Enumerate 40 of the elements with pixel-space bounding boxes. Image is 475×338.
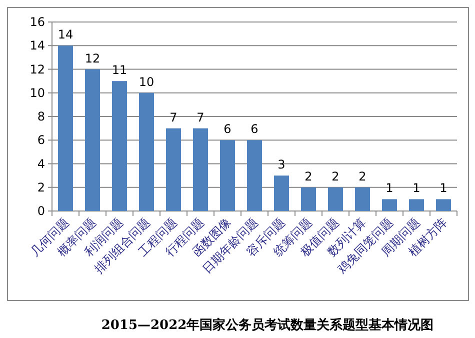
y-tick-label: 8: [37, 110, 45, 124]
y-tick-label: 4: [37, 156, 45, 171]
data-label: 2: [332, 169, 340, 184]
bar: [382, 199, 397, 211]
data-label: 1: [440, 181, 448, 196]
data-label: 1: [412, 181, 420, 196]
data-label: 2: [358, 169, 366, 184]
data-label: 3: [278, 158, 286, 172]
data-label: 7: [196, 110, 204, 124]
y-tick-label: 12: [30, 62, 45, 76]
bar: [85, 69, 100, 211]
y-tick-label: 0: [37, 204, 45, 218]
y-tick-label: 2: [37, 180, 45, 194]
y-tick-label: 14: [30, 38, 45, 53]
bar: [436, 199, 451, 211]
data-label: 12: [84, 51, 100, 66]
data-label: 10: [138, 74, 154, 89]
bar: [247, 140, 262, 211]
data-label: 7: [170, 110, 178, 124]
data-label: 14: [58, 28, 74, 42]
bar: [139, 92, 154, 211]
bar: [220, 140, 235, 211]
data-label: 6: [250, 122, 258, 136]
bar: [193, 128, 208, 211]
bar: [409, 199, 424, 211]
y-tick-label: 6: [37, 133, 45, 148]
y-tick-label: 16: [30, 15, 45, 29]
bar: [328, 187, 343, 211]
bar: [166, 128, 181, 211]
bar: [301, 187, 316, 211]
data-label: 2: [304, 169, 312, 184]
y-tick-label: 10: [30, 86, 45, 100]
data-label: 6: [224, 122, 232, 136]
bar: [58, 46, 73, 211]
data-label: 1: [386, 181, 394, 196]
bar: [355, 187, 370, 211]
bar: [274, 176, 289, 211]
text: 2015—2022年国家公务员考试数量关系题型基本情况图: [101, 317, 434, 333]
data-label: 11: [112, 63, 128, 78]
bar: [112, 81, 127, 211]
